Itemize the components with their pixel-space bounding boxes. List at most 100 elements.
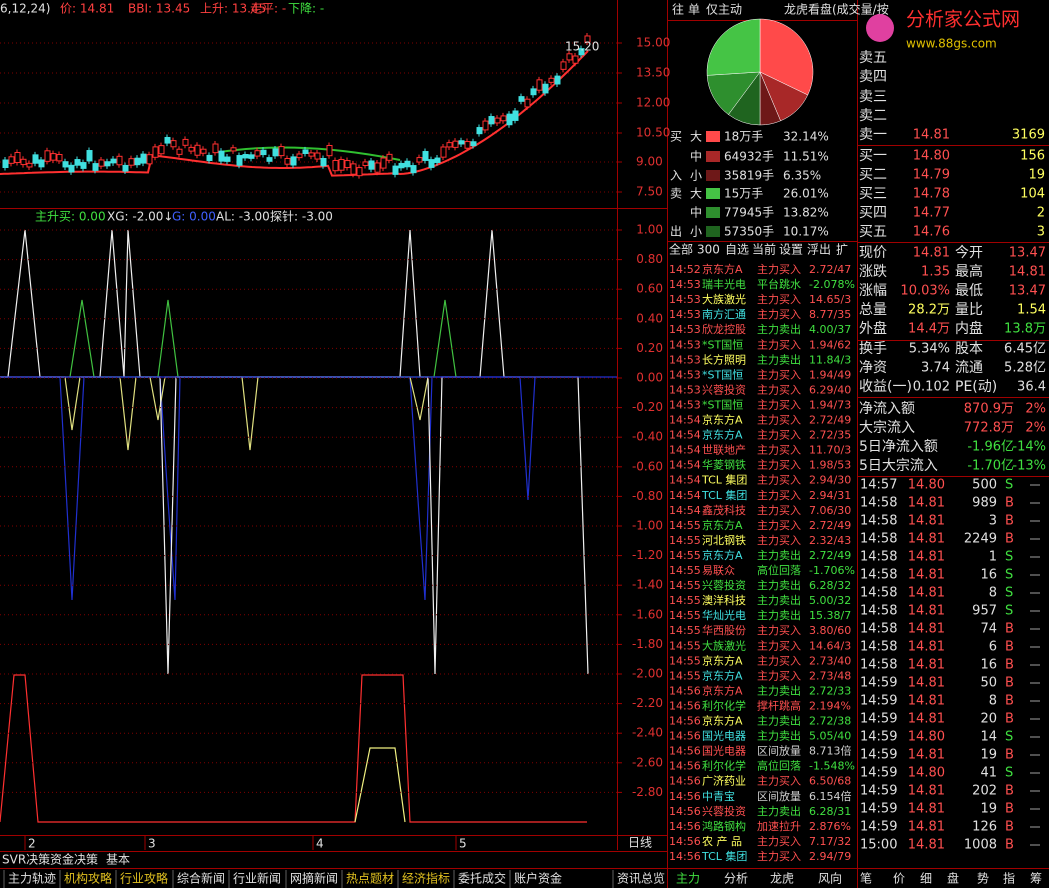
news-type: 主力买入 <box>757 293 801 306</box>
tab[interactable]: 势 <box>977 872 989 886</box>
tab[interactable]: 网摘新闻 <box>290 871 338 886</box>
order-label: 卖四 <box>859 69 887 85</box>
indicator-axis-label: 0.20 <box>636 341 663 355</box>
news-value: 6.29/40 <box>809 383 851 396</box>
trade-time: 14:57 <box>860 478 897 493</box>
tab[interactable]: 资讯总览 <box>617 871 665 886</box>
tab-row1: 资金决策 <box>50 852 98 867</box>
candle <box>458 140 465 145</box>
order-volume: 3169 <box>1012 128 1045 143</box>
trade-side: B <box>1005 820 1014 835</box>
news-type: 高位回落 <box>757 563 801 577</box>
tab[interactable]: 委托成交 <box>458 871 506 886</box>
tab[interactable]: 分析 <box>724 872 748 886</box>
trade-side: S <box>1005 766 1013 781</box>
indicator-axis-label: -2.60 <box>632 755 663 769</box>
candle <box>440 146 447 158</box>
stat-value: 13.8万 <box>1004 322 1046 337</box>
tab-row1: SVR决策 <box>2 853 50 867</box>
trade-side: B <box>1005 532 1014 547</box>
tab[interactable]: 经济指标 <box>402 871 450 886</box>
tab[interactable]: 指 <box>1003 871 1015 886</box>
order-label: 卖一 <box>859 127 887 143</box>
trade-volume: 8 <box>989 586 997 601</box>
news-value: 1.94/49 <box>809 368 851 381</box>
news-type: 主力卖出 <box>757 804 801 818</box>
news-name: 国光电器 <box>702 729 746 743</box>
news-tab: 扩 <box>836 243 848 257</box>
candle <box>446 142 453 148</box>
news-type: 主力卖出 <box>757 729 801 743</box>
news-value: 3.80/60 <box>809 624 851 637</box>
tab[interactable]: 龙虎 <box>770 872 794 886</box>
tab[interactable]: 筹 <box>1030 872 1042 886</box>
news-time: 14:54 <box>669 459 701 472</box>
news-value: 2.194% <box>809 699 851 712</box>
news-value: 2.72/38 <box>809 715 851 728</box>
candle <box>122 164 129 172</box>
news-tab: 全部 <box>669 242 693 257</box>
tab[interactable]: 价 <box>893 872 905 886</box>
tab[interactable]: 综合新闻 <box>177 871 225 886</box>
news-tab: 浮出 <box>807 243 831 257</box>
logo-name: 分析家公式网 <box>906 9 1020 31</box>
trade-volume: 989 <box>972 496 997 511</box>
tab[interactable]: 行业攻略 <box>120 871 168 886</box>
news-value: 2.72/49 <box>809 414 851 427</box>
candle <box>452 140 459 148</box>
trade-time: 14:59 <box>860 694 897 709</box>
candle <box>224 156 231 162</box>
trade-volume: 16 <box>980 568 997 583</box>
tab[interactable]: 风向 <box>818 871 842 886</box>
candle <box>428 159 435 168</box>
trade-side: B <box>1005 496 1014 511</box>
news-value: 14.64/3 <box>809 639 851 652</box>
news-name: 大族激光 <box>702 638 746 652</box>
news-type: 主力买入 <box>757 459 801 472</box>
news-time: 14:53 <box>669 368 701 381</box>
candle <box>134 157 141 166</box>
news-time: 14:55 <box>669 624 701 637</box>
indicator-axis-label: 0.00 <box>636 371 663 385</box>
news-type: 主力买入 <box>757 368 801 381</box>
news-value: 2.876% <box>809 820 851 833</box>
candle <box>536 79 543 91</box>
news-tab: 设置 <box>779 243 803 257</box>
news-value: 1.94/62 <box>809 338 851 351</box>
news-name: 南方汇通 <box>702 307 746 321</box>
candle <box>356 167 363 177</box>
news-time: 14:55 <box>669 579 701 592</box>
tab[interactable]: 细 <box>920 872 932 886</box>
stat-label: 最低 <box>955 283 983 299</box>
news-tab: 自选 <box>725 243 749 257</box>
candle <box>368 160 375 170</box>
flow-value: 772.8万 <box>964 421 1014 436</box>
trade-price: 14.81 <box>908 568 945 583</box>
candle <box>320 158 327 167</box>
trade-side: B <box>1005 694 1014 709</box>
header-down: 下降: - <box>288 2 324 16</box>
news-value: 2.72/33 <box>809 684 851 697</box>
tab[interactable]: 主力轨迹 <box>8 872 56 886</box>
tab[interactable]: 主力 <box>676 872 700 886</box>
stat-value: 14.81 <box>1009 265 1046 280</box>
tab[interactable]: 盘 <box>947 871 959 886</box>
candle <box>374 162 381 173</box>
candle <box>2 159 9 168</box>
flow-label: 5日净流入额 <box>859 439 938 455</box>
tab[interactable]: 热点题材 <box>346 872 394 886</box>
trade-side: B <box>1005 514 1014 529</box>
candle <box>344 160 351 169</box>
trade-price: 14.81 <box>908 604 945 619</box>
news-value: 6.50/68 <box>809 775 851 788</box>
trade-volume: 50 <box>980 676 997 691</box>
flow-pct: -14% <box>1012 440 1046 455</box>
tab[interactable]: 机构攻略 <box>64 871 112 886</box>
legend-swatch <box>706 170 720 181</box>
trade-price: 14.81 <box>908 802 945 817</box>
news-name: TCL 集团 <box>701 473 747 487</box>
news-type: 区间放量 <box>757 744 801 758</box>
tab[interactable]: 笔 <box>860 871 872 886</box>
tab[interactable]: 账户资金 <box>514 871 562 886</box>
tab[interactable]: 行业新闻 <box>233 871 281 886</box>
